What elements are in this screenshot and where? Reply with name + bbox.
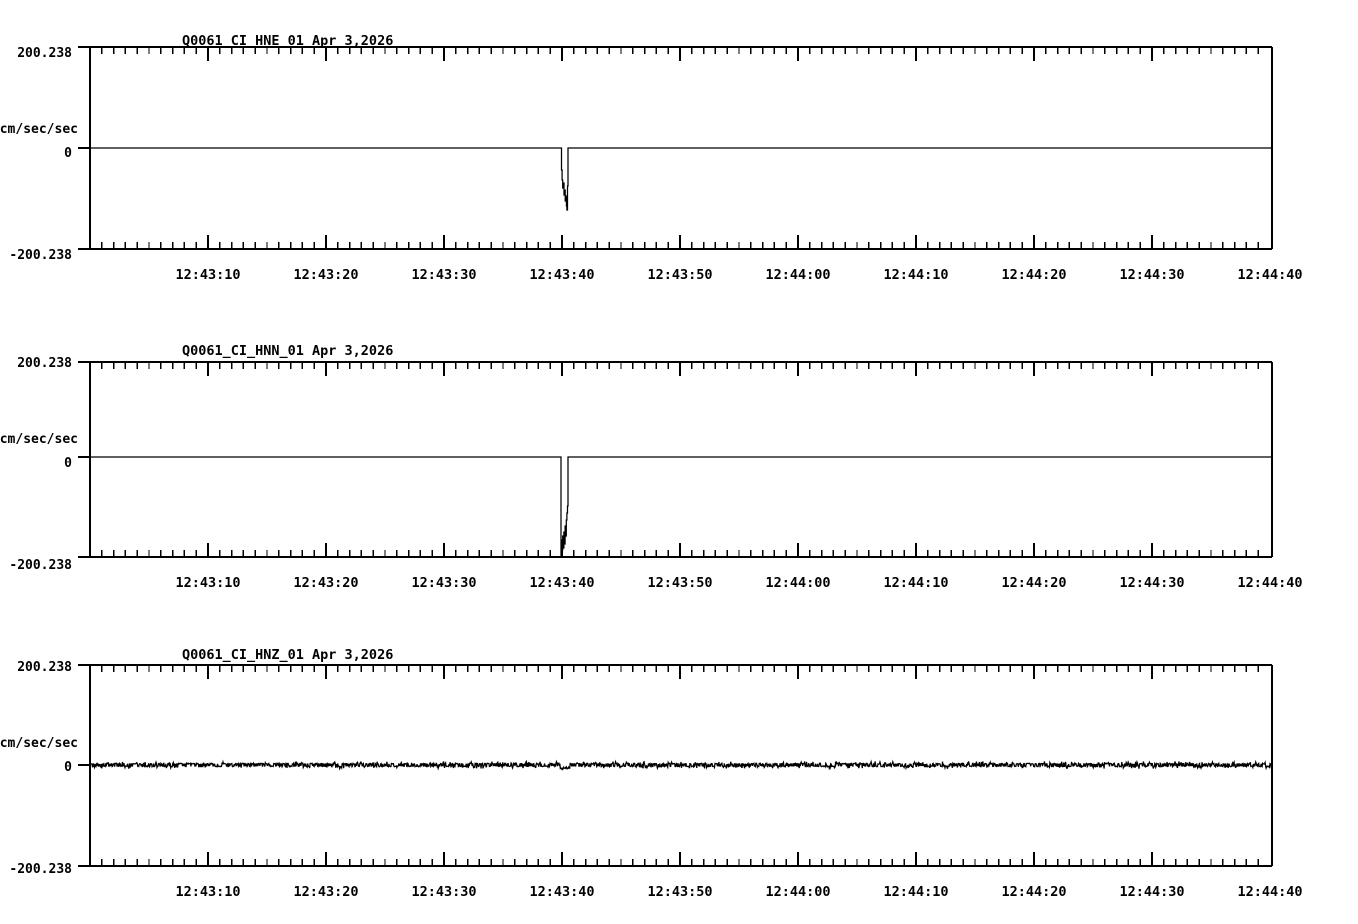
y-axis-min-label: -200.238 — [9, 248, 72, 263]
xtick-label: 12:44:10 — [883, 884, 948, 900]
panel-title-hnn: Q0061_CI_HNN_01 Apr 3,2026 — [182, 343, 393, 359]
xtick-label: 12:43:10 — [175, 575, 240, 591]
xtick-label: 12:44:20 — [1001, 575, 1066, 591]
y-axis-zero-label: 0 — [64, 760, 72, 775]
y-axis-zero-label: 0 — [64, 456, 72, 471]
y-axis-max-label: 200.238 — [17, 356, 72, 371]
waveform-trace-hnz — [89, 759, 1273, 771]
x-axis-ticks-top — [101, 362, 1259, 376]
xtick-label: 12:43:10 — [175, 267, 240, 283]
y-axis-zero-label: 0 — [64, 146, 72, 161]
xtick-label: 12:44:10 — [883, 575, 948, 591]
xtick-label: 12:43:50 — [647, 575, 712, 591]
panel-title-hne: Q0061_CI_HNE_01 Apr 3,2026 — [182, 33, 393, 49]
xtick-label: 12:43:30 — [411, 884, 476, 900]
xtick-label: 12:44:30 — [1119, 884, 1184, 900]
xtick-label: 12:44:10 — [883, 267, 948, 283]
seismogram-panel-hnz: 200.238 cm/sec/sec 0 -200.238 Q0061_CI_H… — [0, 616, 1358, 924]
xtick-label: 12:43:10 — [175, 884, 240, 900]
xtick-label: 12:43:40 — [529, 884, 594, 900]
seismogram-panel-hnn: 200.238 cm/sec/sec 0 -200.238 Q0061_CI_H… — [0, 308, 1358, 616]
x-axis-ticks-bottom — [101, 543, 1259, 557]
y-axis-ticks — [78, 664, 90, 867]
y-axis-min-label: -200.238 — [9, 558, 72, 573]
x-axis-ticks-top — [101, 665, 1259, 679]
x-axis-tick-labels: 12:43:10 12:43:20 12:43:30 12:43:40 12:4… — [175, 575, 1302, 591]
xtick-label: 12:44:30 — [1119, 267, 1184, 283]
y-axis-unit-label: cm/sec/sec — [0, 736, 78, 751]
y-axis-unit-label: cm/sec/sec — [0, 122, 78, 137]
xtick-label: 12:43:50 — [647, 267, 712, 283]
panel-2-svg: 200.238 cm/sec/sec 0 -200.238 Q0061_CI_H… — [0, 343, 1303, 591]
xtick-label: 12:44:40 — [1237, 267, 1302, 283]
x-axis-tick-labels: 12:43:10 12:43:20 12:43:30 12:43:40 12:4… — [175, 884, 1302, 900]
panel-title-hnz: Q0061_CI_HNZ_01 Apr 3,2026 — [182, 647, 393, 663]
xtick-label: 12:43:20 — [293, 575, 358, 591]
y-axis-max-label: 200.238 — [17, 46, 72, 61]
xtick-label: 12:43:30 — [411, 267, 476, 283]
panel-3-svg: 200.238 cm/sec/sec 0 -200.238 Q0061_CI_H… — [0, 647, 1303, 900]
y-axis-ticks — [78, 46, 90, 250]
seismogram-panel-hne: 200.238 cm/sec/sec 0 -200.238 Q0061_CI_H… — [0, 0, 1358, 308]
x-axis-ticks-top — [101, 47, 1259, 61]
x-axis-tick-labels: 12:43:10 12:43:20 12:43:30 12:43:40 12:4… — [175, 267, 1302, 283]
waveform-trace-hnn — [90, 456, 1272, 558]
xtick-label: 12:43:30 — [411, 575, 476, 591]
xtick-label: 12:44:20 — [1001, 884, 1066, 900]
y-axis-ticks — [78, 361, 90, 558]
xtick-label: 12:44:30 — [1119, 575, 1184, 591]
xtick-label: 12:43:20 — [293, 884, 358, 900]
xtick-label: 12:43:50 — [647, 884, 712, 900]
xtick-label: 12:43:40 — [529, 575, 594, 591]
x-axis-ticks-bottom — [101, 852, 1259, 866]
xtick-label: 12:44:40 — [1237, 884, 1302, 900]
waveform-trace-hne — [90, 147, 1272, 211]
x-axis-ticks-bottom — [101, 235, 1259, 249]
y-axis-unit-label: cm/sec/sec — [0, 432, 78, 447]
y-axis-min-label: -200.238 — [9, 862, 72, 877]
xtick-label: 12:44:00 — [765, 267, 830, 283]
xtick-label: 12:44:00 — [765, 575, 830, 591]
xtick-label: 12:43:20 — [293, 267, 358, 283]
xtick-label: 12:44:40 — [1237, 575, 1302, 591]
xtick-label: 12:44:00 — [765, 884, 830, 900]
xtick-label: 12:44:20 — [1001, 267, 1066, 283]
xtick-label: 12:43:40 — [529, 267, 594, 283]
y-axis-max-label: 200.238 — [17, 660, 72, 675]
panel-1-svg: 200.238 cm/sec/sec 0 -200.238 Q0061_CI_H… — [0, 33, 1303, 283]
